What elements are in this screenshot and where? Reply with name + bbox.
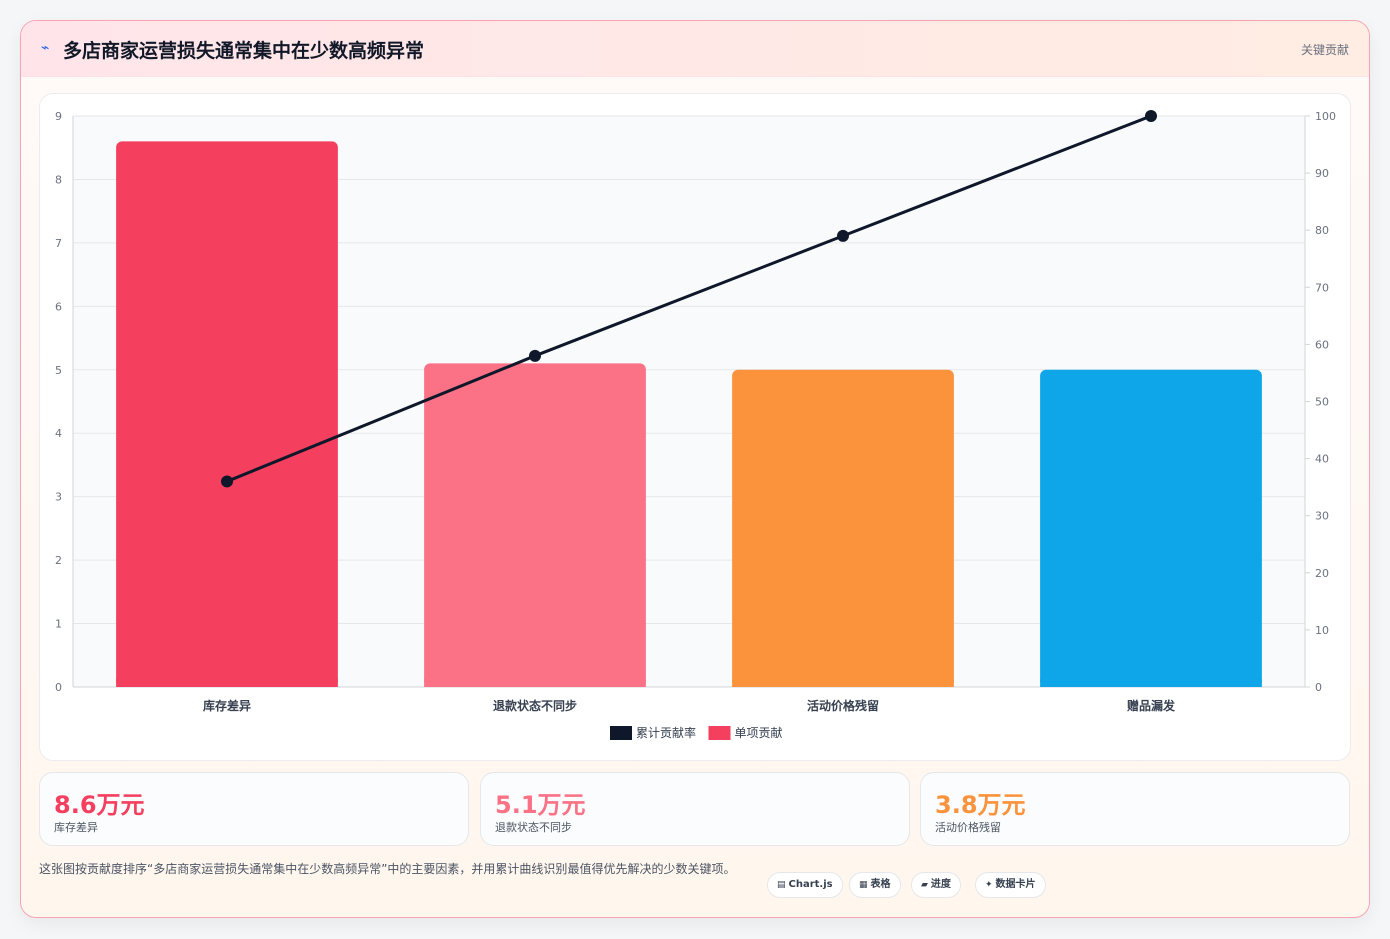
badge-label: 数据卡片 [995,879,1036,890]
badge-data-card[interactable]: ✦ 数据卡片 [975,872,1046,898]
y-right-tick-label: 80 [1315,224,1329,237]
bar-base [732,679,954,687]
y-left-tick-label: 4 [55,427,62,440]
line-point [529,349,541,362]
line-point [1145,110,1157,122]
bolt-icon: ⌁ [41,40,50,56]
pareto-chart: 0 1 2 3 4 5 6 7 8 9 0 10 20 30 40 50 60 70 80 90 100 库存差异 退款状态… [39,93,1351,761]
legend-label: 累计贡献率 [636,725,696,740]
y-left-tick-label: 1 [55,618,62,631]
y-right-tick-label: 10 [1315,624,1329,637]
y-left-tick-label: 3 [55,491,62,504]
y-left-tick-label: 6 [55,300,62,313]
x-tick-label: 库存差异 [203,698,251,713]
badge-label: 表格 [870,879,891,890]
kpi-row: 8.6万元 库存差异 5.1万元 退款状态不同步 3.8万元 活动价格残留 [39,772,1351,846]
bar-base [116,679,338,687]
bar-base [1040,679,1262,687]
kpi-value: 3.8万元 [935,791,1026,819]
line-point [837,229,849,242]
kpi-label: 活动价格残留 [935,821,1001,834]
x-tick-label: 赠品漏发 [1127,698,1176,713]
y-right-tick-label: 50 [1315,396,1329,409]
kpi-card: 8.6万元 库存差异 [39,772,469,846]
y-left-tick-label: 2 [55,554,62,567]
kpi-value: 8.6万元 [54,791,145,819]
header-tag: 关键贡献 [1300,43,1349,57]
kpi-value: 5.1万元 [495,791,586,819]
y-right-tick-label: 30 [1315,510,1329,523]
table-icon: ▦ [859,880,868,890]
badge-label: 进度 [930,879,951,890]
bar [732,369,954,687]
progress-icon: ▰ [921,880,928,890]
legend-label: 单项贡献 [735,725,783,740]
chart-title: 多店商家运营损失通常集中在少数高频异常 [63,40,425,62]
y-right-tick-label: 40 [1315,453,1329,466]
x-tick-label: 活动价格残留 [807,698,879,713]
badge-label: Chart.js [788,879,833,890]
y-left-tick-label: 8 [55,173,62,186]
y-left-tick-label: 0 [55,681,62,694]
bar [424,363,646,687]
card-header: ⌁ 多店商家运营损失通常集中在少数高频异常 关键贡献 [21,21,1369,77]
y-right-tick-label: 70 [1315,281,1329,294]
kpi-card: 3.8万元 活动价格残留 [920,772,1350,846]
y-left-tick-label: 9 [55,110,62,123]
kpi-card: 5.1万元 退款状态不同步 [480,772,910,846]
legend-swatch [708,726,731,740]
cumulative-line [226,114,1152,483]
legend-swatch [610,726,632,740]
card-icon: ✦ [985,880,993,890]
chart-icon: ▤ [777,880,786,890]
chart-card: ⌁ 多店商家运营损失通常集中在少数高频异常 关键贡献 0 1 2 3 4 5 6 7 8 9 0 10… [20,20,1370,918]
chart-description: 这张图按贡献度排序“多店商家运营损失通常集中在少数高频异常”中的主要因素，并用累… [39,862,736,876]
bar-base [424,679,646,687]
kpi-label: 库存差异 [54,821,98,834]
bar [116,141,338,687]
y-left-tick-label: 7 [55,237,62,250]
x-tick-label: 退款状态不同步 [493,698,577,713]
badge-table[interactable]: ▦ 表格 [849,872,901,898]
y-right-tick-label: 0 [1315,681,1322,694]
y-left-tick-label: 5 [55,364,62,377]
y-right-tick-label: 100 [1315,110,1336,123]
badge-progress[interactable]: ▰ 进度 [911,872,961,898]
y-right-tick-label: 90 [1315,167,1329,180]
line-point [221,475,233,488]
kpi-label: 退款状态不同步 [495,821,572,834]
y-right-tick-label: 60 [1315,338,1329,351]
bar [1040,369,1262,687]
y-right-tick-label: 20 [1315,567,1329,580]
badge-chartjs[interactable]: ▤ Chart.js [767,872,843,898]
